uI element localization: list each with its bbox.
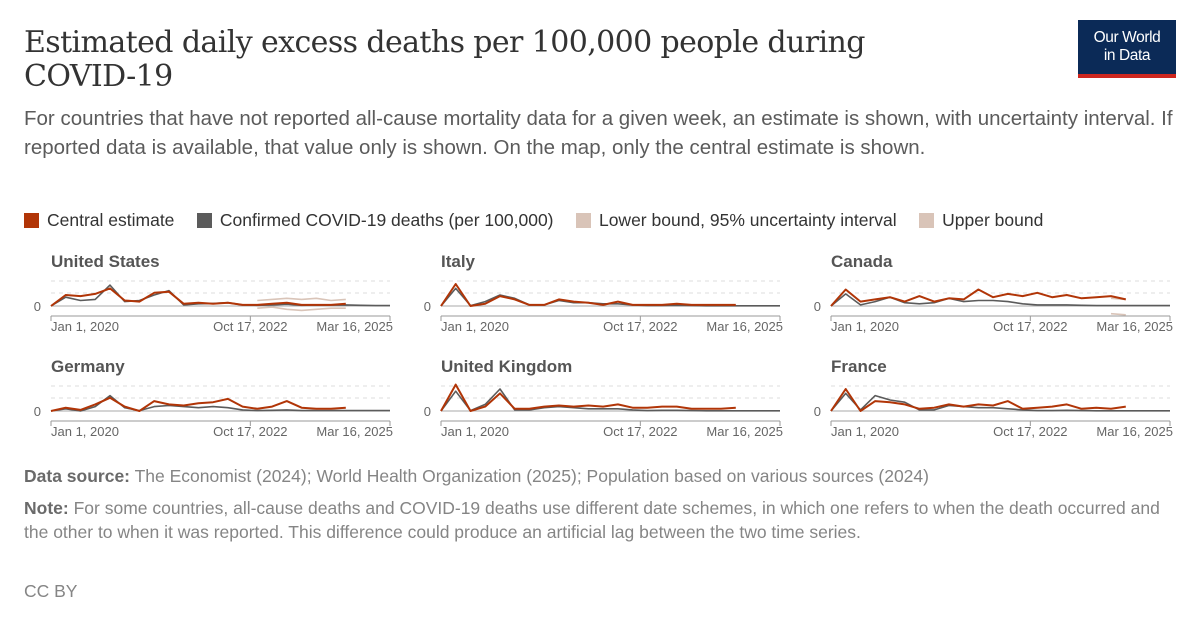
panel-title: Canada [831, 252, 893, 271]
panel-plot: 0 Jan 1, 2020 Oct 17, 2022 Mar 16, 2025 [34, 280, 393, 334]
series-line-central [50, 287, 346, 307]
legend: Central estimate Confirmed COVID-19 deat… [24, 210, 1061, 236]
source-text: The Economist (2024); World Health Organ… [134, 466, 929, 486]
chart-subtitle: For countries that have not reported all… [24, 107, 1173, 159]
x-tick-label: Mar 16, 2025 [316, 319, 393, 334]
x-tick-label: Mar 16, 2025 [1096, 424, 1173, 439]
panel-plot: 0 Jan 1, 2020 Oct 17, 2022 Mar 16, 2025 [34, 385, 393, 439]
note-text: For some countries, all-cause deaths and… [24, 498, 1160, 542]
panel-title: United Kingdom [441, 357, 573, 376]
x-tick-label: Mar 16, 2025 [706, 424, 783, 439]
legend-swatch [575, 213, 591, 228]
panel-plot: 0 Jan 1, 2020 Oct 17, 2022 Mar 16, 2025 [424, 280, 783, 334]
x-tick-label: Mar 16, 2025 [1096, 319, 1173, 334]
panel-plot: 0 Jan 1, 2020 Oct 17, 2022 Mar 16, 2025 [424, 383, 783, 439]
note: Note: For some countries, all-cause deat… [24, 496, 1174, 544]
panel-title: France [831, 357, 887, 376]
legend-swatch [24, 213, 39, 228]
x-tick-label: Jan 1, 2020 [51, 319, 119, 334]
series-line-central [50, 396, 346, 412]
chart-title: Estimated daily excess deaths per 100,00… [24, 25, 865, 94]
panel-title: Germany [51, 357, 125, 376]
legend-item-upper-bound[interactable]: Upper bound [919, 210, 1043, 231]
source-label: Data source: [24, 466, 131, 486]
y-tick-label: 0 [814, 404, 821, 419]
legend-item-lower-bound[interactable]: Lower bound, 95% uncertainty interval [575, 210, 897, 231]
legend-label: Lower bound, 95% uncertainty interval [598, 210, 897, 230]
panel-title: Italy [441, 252, 476, 271]
panel-united-states: United States 0 Jan 1, 2020 Oct 17, 2022 Ma… [24, 252, 393, 352]
series-line-upper [257, 297, 346, 302]
panel-germany: Germany 0 Jan 1, 2020 Oct 17, 2022 Mar 16, … [24, 357, 393, 457]
owid-logo[interactable]: Our World in Data [1078, 20, 1176, 78]
x-tick-label: Jan 1, 2020 [51, 424, 119, 439]
series-line-central [440, 383, 736, 412]
x-tick-label: Mar 16, 2025 [706, 319, 783, 334]
x-tick-label: Jan 1, 2020 [441, 424, 509, 439]
x-tick-label: Oct 17, 2022 [603, 424, 677, 439]
panel-canada: Canada 0 Jan 1, 2020 Oct 17, 2022 Mar 16, 2… [804, 252, 1173, 352]
series-line-central [830, 388, 1126, 412]
series-line-confirmed [830, 392, 1170, 412]
license[interactable]: CC BY [24, 581, 78, 601]
legend-swatch [919, 213, 935, 228]
x-tick-label: Oct 17, 2022 [993, 319, 1067, 334]
series-line-confirmed [50, 394, 390, 412]
logo-line-1: Our World [1093, 29, 1161, 46]
series-line-lower [1110, 312, 1126, 316]
y-tick-label: 0 [34, 404, 41, 419]
y-tick-label: 0 [424, 404, 431, 419]
series-line-confirmed [440, 388, 780, 412]
x-tick-label: Jan 1, 2020 [441, 319, 509, 334]
series-line-central [830, 288, 1127, 307]
legend-label: Upper bound [942, 210, 1044, 230]
legend-item-confirmed[interactable]: Confirmed COVID-19 deaths (per 100,000) [196, 210, 554, 231]
legend-label: Confirmed COVID-19 deaths (per 100,000) [219, 210, 554, 230]
x-tick-label: Oct 17, 2022 [213, 319, 287, 334]
panel-title: United States [51, 252, 160, 271]
legend-item-central[interactable]: Central estimate [24, 210, 174, 231]
series-line-central [440, 283, 736, 307]
data-source: Data source: The Economist (2024); World… [24, 464, 1174, 488]
note-label: Note: [24, 498, 69, 518]
series-line-lower [257, 306, 346, 312]
panel-united-kingdom: United Kingdom 0 Jan 1, 2020 Oct 17, 2022 M… [414, 357, 783, 457]
legend-label: Central estimate [47, 210, 175, 230]
x-tick-label: Oct 17, 2022 [993, 424, 1067, 439]
panel-italy: Italy 0 Jan 1, 2020 Oct 17, 2022 Mar 16, 20… [414, 252, 783, 352]
x-tick-label: Oct 17, 2022 [603, 319, 677, 334]
panel-plot: 0 Jan 1, 2020 Oct 17, 2022 Mar 16, 2025 [814, 280, 1173, 334]
panel-plot: 0 Jan 1, 2020 Oct 17, 2022 Mar 16, 2025 [814, 385, 1173, 439]
x-tick-label: Oct 17, 2022 [213, 424, 287, 439]
legend-swatch [196, 213, 212, 228]
y-tick-label: 0 [424, 299, 431, 314]
y-tick-label: 0 [814, 299, 821, 314]
x-tick-label: Mar 16, 2025 [316, 424, 393, 439]
x-tick-label: Jan 1, 2020 [831, 424, 899, 439]
y-tick-label: 0 [34, 299, 41, 314]
x-tick-label: Jan 1, 2020 [831, 319, 899, 334]
panel-france: France 0 Jan 1, 2020 Oct 17, 2022 Mar 16, 2… [804, 357, 1173, 457]
logo-line-2: in Data [1103, 47, 1151, 64]
